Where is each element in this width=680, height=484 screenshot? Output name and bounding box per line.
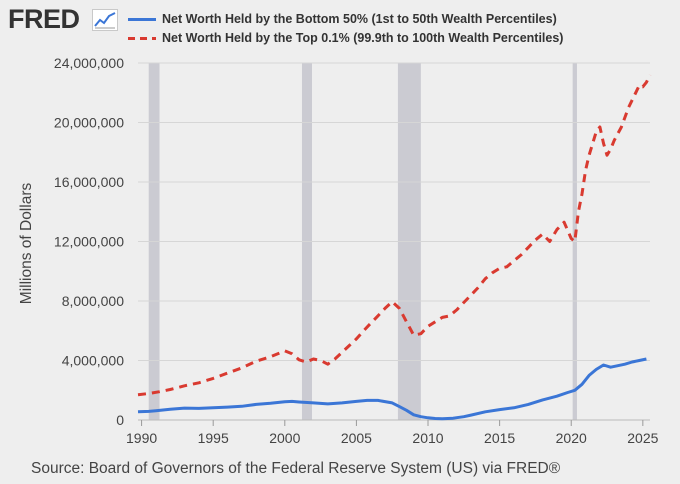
legend-swatch-solid-blue	[128, 18, 156, 21]
legend-label-bottom50: Net Worth Held by the Bottom 50% (1st to…	[162, 12, 557, 26]
y-tick-label: 4,000,000	[62, 353, 124, 369]
y-axis-title: Millions of Dollars	[18, 183, 35, 305]
y-tick-label: 0	[116, 412, 124, 428]
y-tick-label: 24,000,000	[54, 55, 124, 71]
x-tick-label: 2020	[556, 430, 587, 446]
x-tick-label: 2015	[484, 430, 515, 446]
x-tick-label: 2025	[627, 430, 658, 446]
x-tick-label: 2000	[269, 430, 300, 446]
y-tick-label: 12,000,000	[54, 234, 124, 250]
legend-swatch-dashed-red	[128, 37, 156, 40]
series-line-bottom50	[137, 357, 647, 421]
source-note: Source: Board of Governors of the Federa…	[31, 460, 561, 477]
x-tick-label: 2010	[412, 430, 443, 446]
series-line-top01	[137, 74, 652, 397]
y-tick-label: 20,000,000	[54, 115, 124, 131]
line-chart-icon[interactable]	[92, 9, 118, 31]
y-tick-label: 8,000,000	[62, 293, 124, 309]
x-tick-label: 2005	[341, 430, 372, 446]
fred-logo[interactable]: FRED	[8, 4, 80, 34]
x-tick-label: 1995	[198, 430, 229, 446]
y-tick-label: 16,000,000	[54, 174, 124, 190]
chart-header: FRED Net Worth Held by the Bottom 50% (1…	[0, 0, 680, 50]
x-tick-label: 1990	[126, 430, 157, 446]
legend-label-top01: Net Worth Held by the Top 0.1% (99.9th t…	[162, 31, 564, 45]
